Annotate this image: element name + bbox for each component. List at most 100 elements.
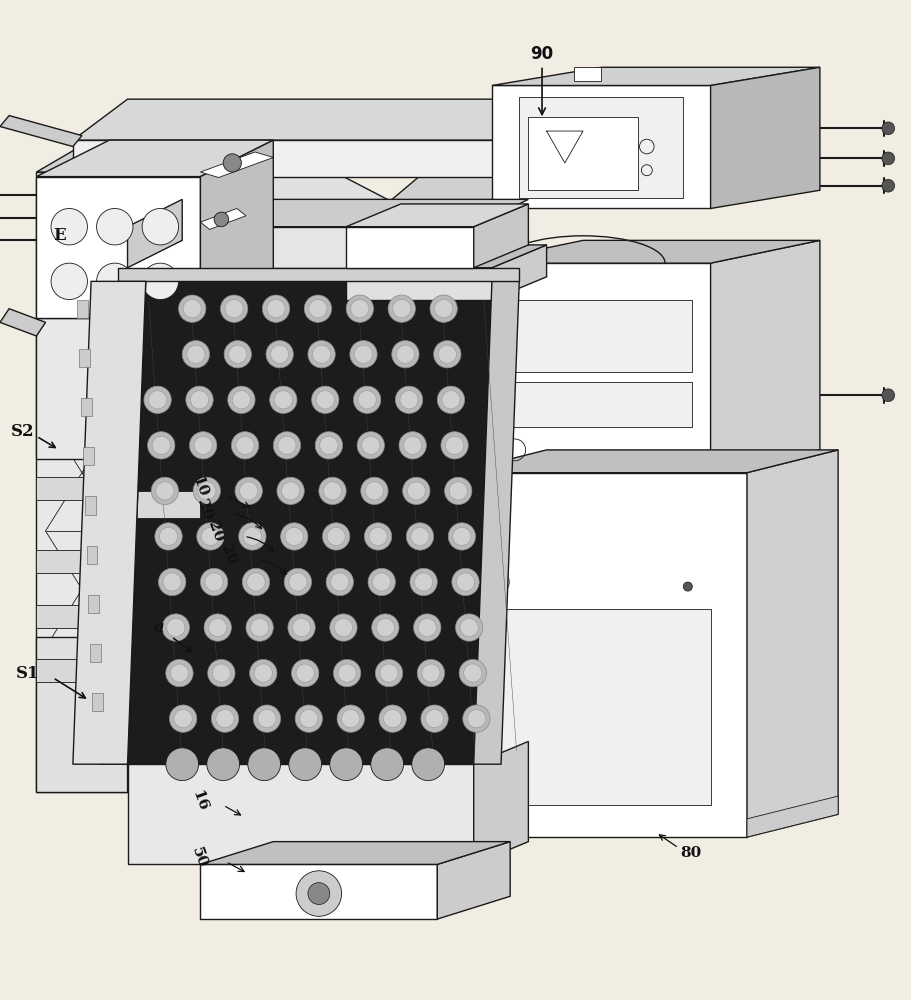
- Circle shape: [148, 432, 175, 459]
- Polygon shape: [128, 199, 182, 268]
- Circle shape: [304, 295, 332, 322]
- Text: 80: 80: [680, 846, 701, 860]
- Polygon shape: [36, 659, 128, 682]
- Circle shape: [882, 152, 895, 165]
- Circle shape: [327, 527, 345, 546]
- Polygon shape: [565, 99, 619, 177]
- Circle shape: [418, 618, 436, 637]
- Polygon shape: [36, 172, 128, 792]
- Circle shape: [373, 573, 391, 591]
- Circle shape: [388, 295, 415, 322]
- Circle shape: [266, 341, 293, 368]
- Polygon shape: [747, 796, 838, 837]
- Circle shape: [357, 432, 384, 459]
- Circle shape: [368, 568, 395, 596]
- Polygon shape: [501, 300, 692, 372]
- Circle shape: [338, 664, 356, 682]
- Polygon shape: [474, 281, 519, 764]
- Circle shape: [212, 664, 230, 682]
- Circle shape: [882, 389, 895, 402]
- Polygon shape: [87, 546, 97, 564]
- Circle shape: [174, 710, 192, 728]
- Circle shape: [319, 477, 346, 505]
- Circle shape: [242, 568, 270, 596]
- Circle shape: [248, 748, 281, 781]
- Circle shape: [97, 263, 133, 300]
- Polygon shape: [437, 842, 510, 919]
- Circle shape: [292, 618, 311, 637]
- Circle shape: [438, 345, 456, 363]
- Polygon shape: [128, 227, 474, 268]
- Polygon shape: [36, 177, 200, 318]
- Circle shape: [330, 748, 363, 781]
- Circle shape: [254, 664, 272, 682]
- Polygon shape: [36, 295, 182, 318]
- Circle shape: [273, 432, 301, 459]
- Circle shape: [295, 705, 322, 732]
- Circle shape: [155, 523, 182, 550]
- Circle shape: [354, 345, 373, 363]
- Polygon shape: [88, 595, 99, 613]
- Circle shape: [190, 391, 209, 409]
- Circle shape: [337, 705, 364, 732]
- Circle shape: [434, 341, 461, 368]
- Circle shape: [156, 482, 174, 500]
- Polygon shape: [128, 140, 510, 300]
- Circle shape: [372, 614, 399, 641]
- Polygon shape: [36, 605, 128, 628]
- Circle shape: [277, 477, 304, 505]
- Circle shape: [207, 748, 240, 781]
- Circle shape: [169, 705, 197, 732]
- Polygon shape: [73, 140, 565, 177]
- Polygon shape: [492, 85, 711, 208]
- Circle shape: [361, 477, 388, 505]
- Circle shape: [214, 212, 229, 227]
- Polygon shape: [474, 263, 711, 473]
- Circle shape: [231, 432, 259, 459]
- Circle shape: [246, 614, 273, 641]
- Circle shape: [144, 386, 171, 413]
- Circle shape: [358, 391, 376, 409]
- Circle shape: [281, 523, 308, 550]
- Polygon shape: [128, 295, 182, 459]
- Circle shape: [296, 664, 314, 682]
- Circle shape: [456, 573, 475, 591]
- Circle shape: [51, 208, 87, 245]
- Circle shape: [346, 295, 374, 322]
- Circle shape: [205, 573, 223, 591]
- Circle shape: [463, 705, 490, 732]
- Circle shape: [152, 436, 170, 454]
- Circle shape: [351, 300, 369, 318]
- Circle shape: [258, 710, 276, 728]
- Circle shape: [288, 614, 315, 641]
- Circle shape: [315, 432, 343, 459]
- Polygon shape: [492, 245, 547, 300]
- Circle shape: [453, 527, 471, 546]
- Circle shape: [183, 300, 201, 318]
- Polygon shape: [200, 864, 437, 919]
- Circle shape: [285, 527, 303, 546]
- Polygon shape: [711, 240, 820, 473]
- Circle shape: [228, 386, 255, 413]
- Circle shape: [406, 523, 434, 550]
- Circle shape: [253, 705, 281, 732]
- Polygon shape: [483, 609, 711, 805]
- Circle shape: [312, 345, 331, 363]
- Circle shape: [289, 573, 307, 591]
- Circle shape: [422, 664, 440, 682]
- Circle shape: [292, 659, 319, 687]
- Polygon shape: [36, 318, 128, 459]
- Circle shape: [442, 391, 460, 409]
- Text: S2: S2: [11, 423, 35, 440]
- Circle shape: [281, 482, 300, 500]
- Circle shape: [51, 263, 87, 300]
- Circle shape: [456, 614, 483, 641]
- Circle shape: [300, 710, 318, 728]
- Circle shape: [882, 179, 895, 192]
- Circle shape: [331, 573, 349, 591]
- Circle shape: [166, 659, 193, 687]
- Circle shape: [159, 568, 186, 596]
- Polygon shape: [92, 693, 103, 711]
- Circle shape: [365, 482, 384, 500]
- Polygon shape: [456, 450, 838, 473]
